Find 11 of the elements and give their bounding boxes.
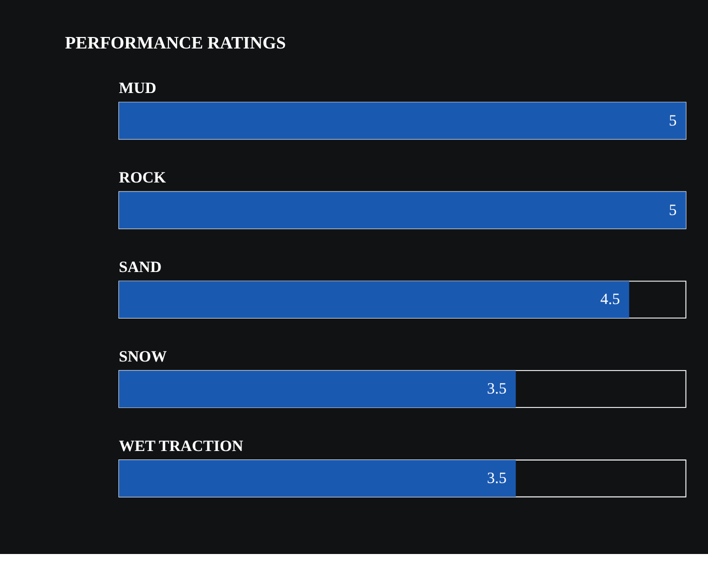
y-tick-label: MUD — [118, 80, 156, 98]
y-tick-label: SNOW — [118, 348, 168, 366]
data-label: 3.5 — [486, 470, 507, 488]
data-label: 3.5 — [486, 380, 507, 398]
y-tick-label: WET TRACTION — [118, 438, 244, 455]
data-label: 5 — [668, 202, 677, 219]
data-label: 4.5 — [600, 291, 620, 308]
y-tick-label: ROCK — [118, 170, 167, 187]
chart-title: PERFORMANCE RATINGS — [64, 32, 286, 52]
y-tick-label: SAND — [118, 258, 162, 276]
data-label: 5 — [668, 112, 677, 130]
